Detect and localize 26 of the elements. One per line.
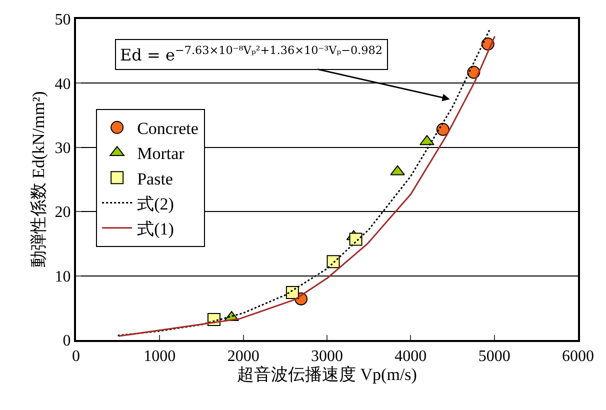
x-tick-label: 3000 — [311, 348, 343, 366]
y-tick-label: 10 — [54, 268, 71, 286]
y-tick-label: 0 — [62, 332, 71, 350]
legend-label: Paste — [137, 169, 173, 188]
x-tick-label: 4000 — [394, 348, 427, 366]
y-tick-label: 30 — [54, 140, 71, 157]
x-tick-label: 5000 — [478, 348, 510, 366]
x-tick-label: 1000 — [144, 348, 176, 366]
y-tick-label: 40 — [54, 76, 71, 93]
legend-label: 式(2) — [137, 194, 174, 214]
y-axis-title: 動弾性係数 Ed(kN/mm²) — [28, 91, 48, 268]
point — [436, 122, 450, 136]
x-axis-title: 超音波伝播速度 Vp(m/s) — [237, 365, 417, 384]
point — [420, 135, 434, 146]
legend-label: Mortar — [137, 144, 185, 164]
annotation: Ed = e$^{−7.63×10⁻⁸Vₚ²+1.36×10⁻³Vₚ−0.982}$ — [120, 44, 383, 65]
y-tick-label: 20 — [54, 204, 71, 222]
x-tick-label: 6000 — [562, 348, 594, 366]
point — [326, 255, 340, 268]
point — [390, 165, 405, 176]
y-tick-label: 50 — [54, 12, 71, 29]
point — [349, 232, 362, 246]
point — [286, 286, 299, 299]
x-tick-label: 2000 — [227, 348, 260, 366]
legend-label: Concrete — [137, 119, 198, 138]
legend-label: 式(1) — [137, 219, 174, 238]
